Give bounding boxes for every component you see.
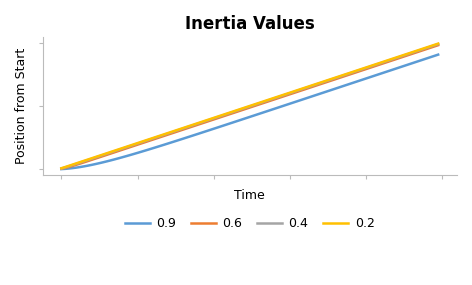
0.9 (435, 53, 441, 56)
0.6 (59, 167, 64, 170)
Line: 0.9: 0.9 (61, 55, 438, 169)
Y-axis label: Position from Start: Position from Start (15, 48, 28, 164)
0.6 (253, 104, 258, 107)
0.2 (435, 42, 441, 45)
0.9 (405, 63, 411, 66)
0.9 (131, 152, 136, 156)
0.2 (131, 142, 136, 146)
0.9 (253, 113, 258, 117)
0.9 (59, 167, 64, 171)
0.4 (405, 52, 411, 56)
0.4 (416, 49, 422, 52)
0.9 (146, 148, 152, 151)
0.4 (146, 138, 152, 142)
0.2 (416, 48, 422, 52)
0.4 (435, 42, 441, 46)
0.4 (283, 93, 289, 96)
X-axis label: Time: Time (235, 189, 265, 201)
Line: 0.6: 0.6 (61, 45, 438, 169)
0.4 (59, 167, 64, 170)
Legend: 0.9, 0.6, 0.4, 0.2: 0.9, 0.6, 0.4, 0.2 (120, 212, 379, 235)
0.9 (416, 59, 422, 63)
0.2 (405, 52, 411, 55)
0.6 (283, 94, 289, 97)
0.6 (131, 144, 136, 148)
Title: Inertia Values: Inertia Values (185, 15, 315, 33)
0.4 (253, 103, 258, 106)
0.2 (146, 138, 152, 141)
0.6 (435, 44, 441, 47)
0.4 (131, 143, 136, 146)
0.2 (253, 102, 258, 106)
0.9 (283, 103, 289, 107)
Line: 0.2: 0.2 (61, 44, 438, 168)
0.6 (416, 50, 422, 53)
0.2 (59, 166, 64, 170)
0.6 (405, 54, 411, 57)
0.2 (283, 92, 289, 96)
0.6 (146, 139, 152, 142)
Line: 0.4: 0.4 (61, 44, 438, 168)
